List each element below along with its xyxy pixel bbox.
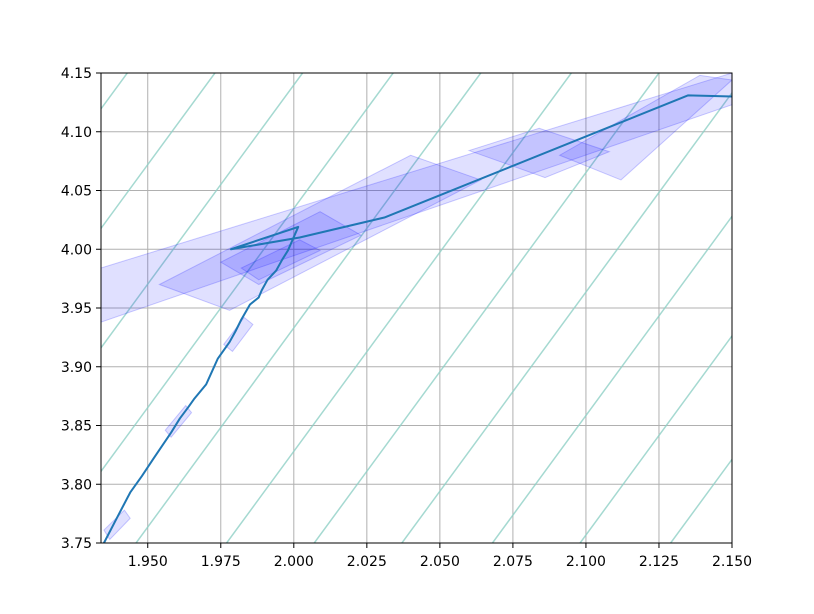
x-tick-label: 2.050 <box>420 554 460 570</box>
y-tick-label: 3.75 <box>61 536 92 552</box>
region <box>558 74 732 181</box>
x-tick-label: 2.025 <box>347 554 387 570</box>
region <box>219 211 363 286</box>
y-tick-label: 3.80 <box>61 477 92 493</box>
x-tick-label: 2.100 <box>566 554 606 570</box>
x-tick-label: 2.125 <box>639 554 679 570</box>
y-tick-label: 3.85 <box>61 419 92 435</box>
y-tick-label: 3.90 <box>61 360 92 376</box>
y-tick-label: 4.00 <box>61 242 92 258</box>
contour-line <box>313 73 660 543</box>
contour-line <box>401 91 732 543</box>
contour-line <box>135 73 482 543</box>
y-tick-label: 4.15 <box>61 66 92 82</box>
contour-line <box>579 334 732 543</box>
y-tick-label: 3.95 <box>61 301 92 317</box>
x-tick-label: 1.975 <box>201 554 241 570</box>
line <box>103 94 732 543</box>
x-tick-label: 2.000 <box>274 554 314 570</box>
contour-line <box>0 73 37 543</box>
region <box>240 239 322 281</box>
y-tick-label: 4.05 <box>61 184 92 200</box>
x-tick-label: 2.150 <box>712 554 752 570</box>
contour-line <box>101 73 394 473</box>
region <box>223 316 254 353</box>
contour-line <box>670 458 732 543</box>
region <box>101 73 732 323</box>
plot-area <box>0 73 732 543</box>
contour-line <box>226 73 572 543</box>
contour-line <box>491 215 732 543</box>
contour-line <box>101 73 216 230</box>
y-tick-label: 4.10 <box>61 125 92 141</box>
x-tick-label: 2.075 <box>493 554 533 570</box>
contour-line <box>101 73 304 350</box>
x-tick-label: 1.950 <box>128 554 168 570</box>
